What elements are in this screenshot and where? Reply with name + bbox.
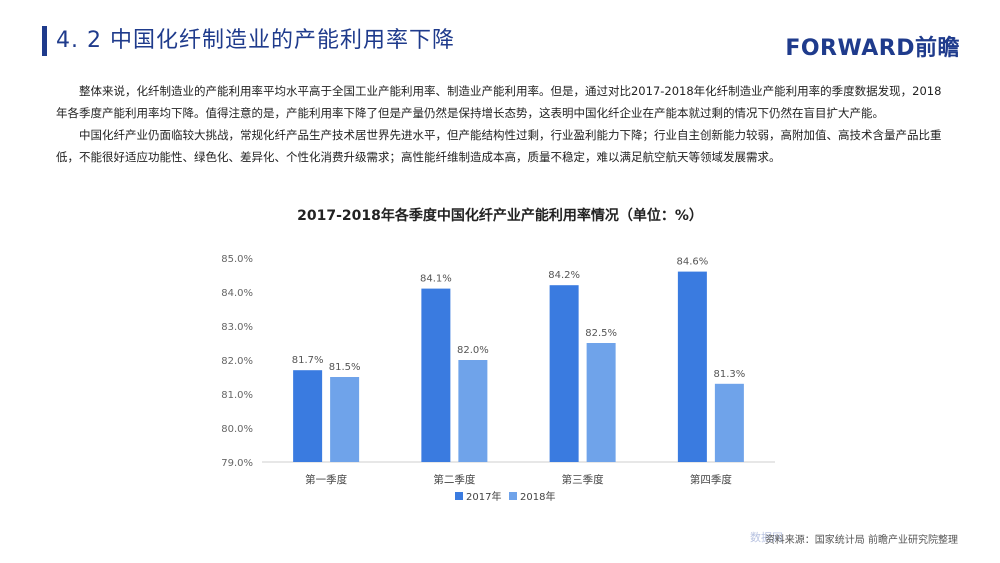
- y-tick-label: 82.0%: [221, 356, 253, 367]
- x-tick-label: 第一季度: [305, 473, 347, 486]
- brand-logo: FORWARD前瞻: [785, 36, 960, 61]
- data-label: 82.5%: [585, 328, 617, 339]
- y-tick-label: 79.0%: [221, 458, 253, 469]
- data-label: 84.6%: [676, 257, 708, 268]
- bar: [714, 383, 744, 462]
- paragraph-1: 整体来说，化纤制造业的产能利用率平均水平高于全国工业产能利用率、制造业产能利用率…: [56, 84, 942, 120]
- y-tick-label: 83.0%: [221, 322, 253, 333]
- legend-label: 2018年: [520, 490, 555, 503]
- x-tick-label: 第三季度: [562, 473, 604, 486]
- data-label: 84.1%: [420, 274, 452, 285]
- bar: [421, 288, 451, 462]
- bar: [677, 271, 707, 462]
- data-label: 81.3%: [713, 369, 745, 380]
- bar: [549, 285, 579, 462]
- bar: [330, 377, 360, 462]
- x-tick-label: 第四季度: [690, 473, 732, 486]
- body-text: 整体来说，化纤制造业的产能利用率平均水平高于全国工业产能利用率、制造业产能利用率…: [56, 80, 946, 168]
- paragraph-2: 中国化纤产业仍面临较大挑战，常规化纤产品生产技术居世界先进水平，但产能结构性过剩…: [56, 128, 942, 164]
- y-tick-label: 84.0%: [221, 288, 253, 299]
- y-tick-label: 80.0%: [221, 424, 253, 435]
- data-label: 81.7%: [292, 355, 324, 366]
- bar: [458, 360, 488, 462]
- bar: [586, 343, 616, 462]
- data-label: 81.5%: [329, 362, 361, 373]
- legend-swatch: [509, 492, 517, 500]
- data-label: 84.2%: [548, 270, 580, 281]
- page-title: 4. 2 中国化纤制造业的产能利用率下降: [56, 28, 455, 53]
- y-tick-label: 85.0%: [221, 254, 253, 265]
- title-accent-bar: [42, 26, 47, 56]
- x-tick-label: 第二季度: [433, 473, 475, 486]
- watermark-badge: 数据网: [750, 531, 783, 544]
- legend-swatch: [455, 492, 463, 500]
- legend-label: 2017年: [466, 490, 501, 503]
- chart-title: 2017-2018年各季度中国化纤产业产能利用率情况（单位：%）: [297, 208, 703, 224]
- bar: [293, 370, 323, 462]
- y-tick-label: 81.0%: [221, 390, 253, 401]
- source-note: 资料来源：国家统计局 前瞻产业研究院整理: [764, 535, 958, 546]
- data-label: 82.0%: [457, 345, 489, 356]
